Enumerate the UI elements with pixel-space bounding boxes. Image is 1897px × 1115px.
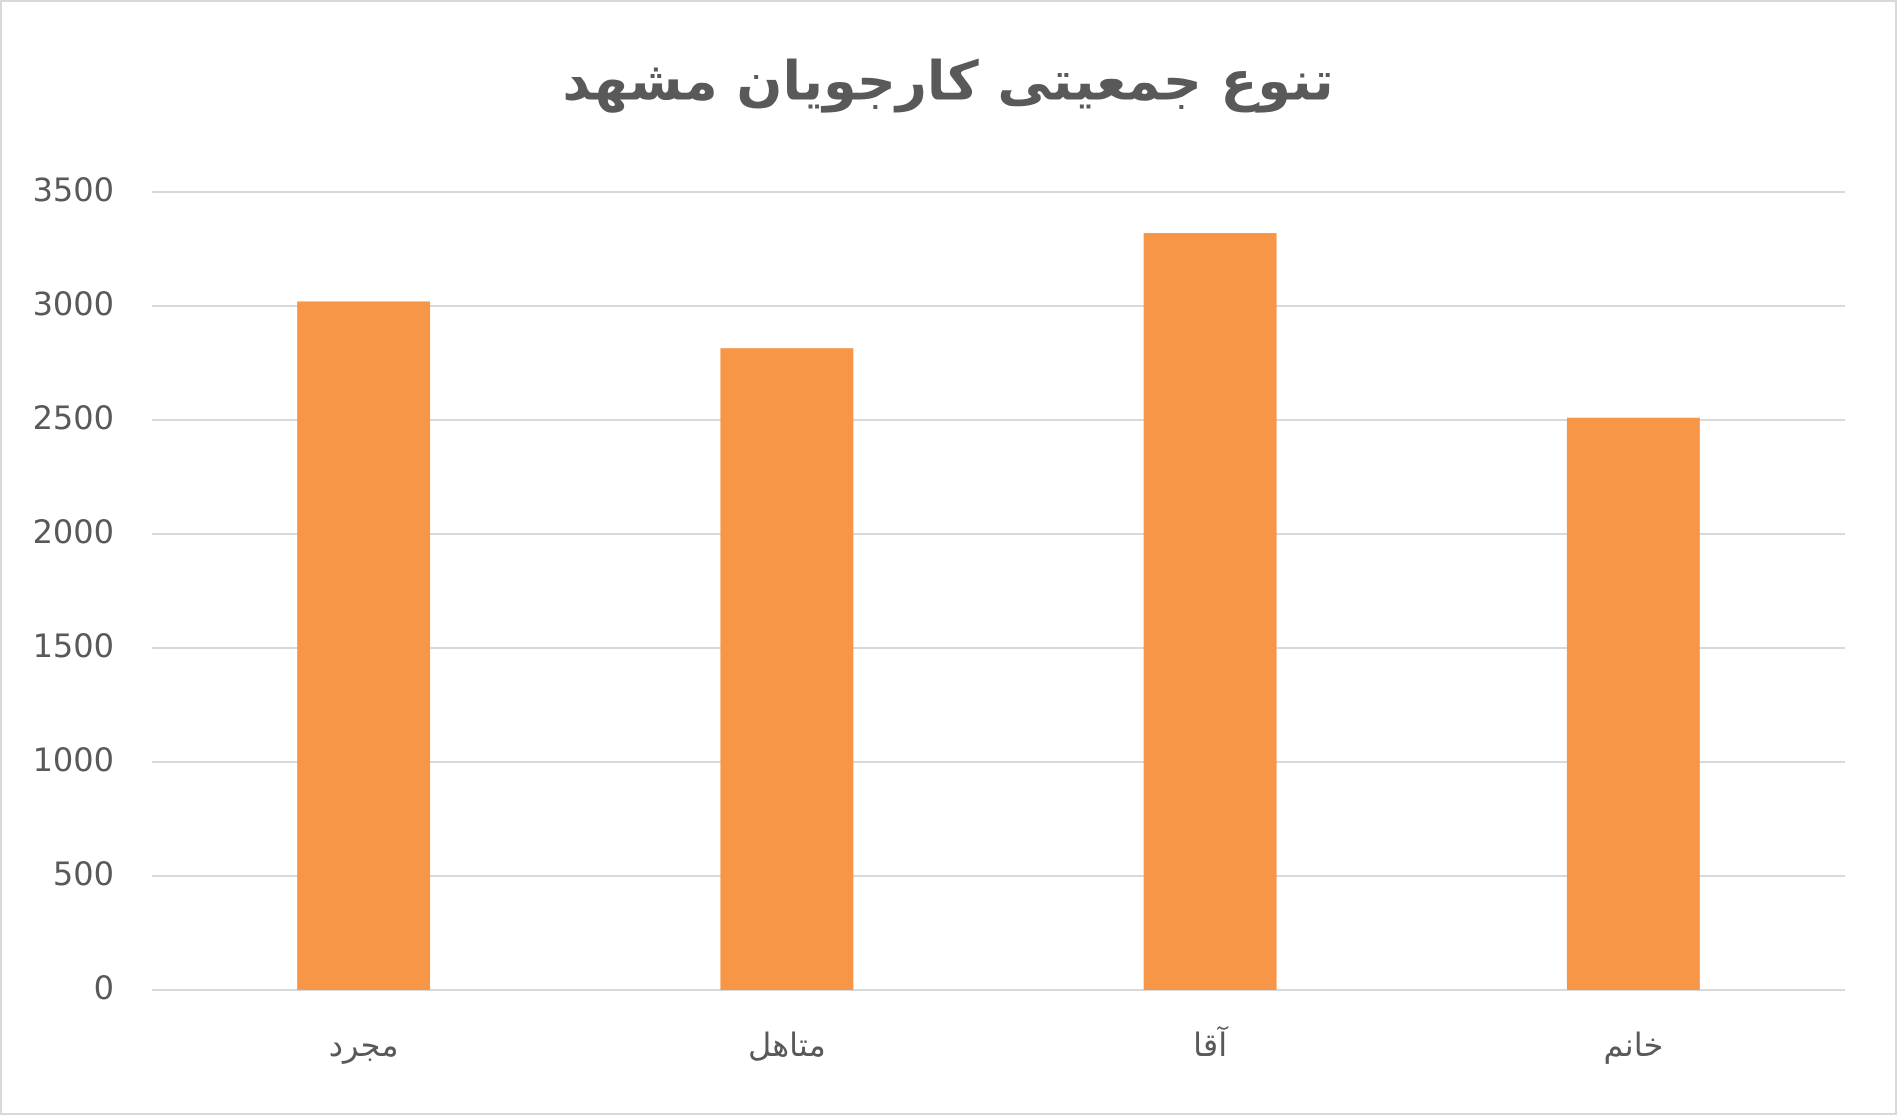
y-tick-label: 2500 <box>33 399 114 437</box>
bar <box>297 301 431 990</box>
y-tick-label: 1000 <box>33 741 114 779</box>
bar <box>1566 417 1700 991</box>
chart-title: تنوع جمعیتی کارجویان مشهد <box>562 50 1333 113</box>
bar <box>1143 233 1277 991</box>
bar <box>720 348 854 990</box>
y-tick-label: 1500 <box>33 627 114 665</box>
x-tick-label: خانم <box>1604 1026 1664 1064</box>
y-tick-label: 2000 <box>33 513 114 551</box>
x-tick-label: آقا <box>1193 1025 1229 1064</box>
y-tick-label: 3500 <box>33 171 114 209</box>
x-tick-label: متاهل <box>748 1026 826 1064</box>
y-tick-label: 3000 <box>33 285 114 323</box>
x-tick-label: مجرد <box>329 1026 399 1064</box>
y-tick-label: 500 <box>53 855 114 893</box>
y-tick-label: 0 <box>94 969 114 1007</box>
